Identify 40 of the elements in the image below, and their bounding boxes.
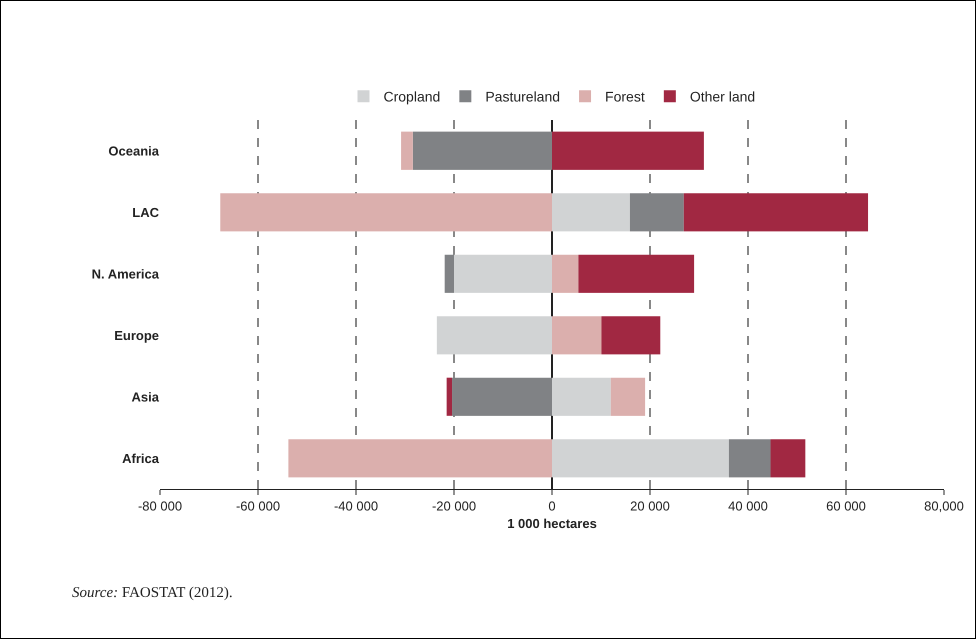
x-tick-label: -40 000 (334, 498, 378, 514)
x-tick-label: 40 000 (728, 498, 768, 514)
x-tick-label: -80 000 (138, 498, 182, 514)
bar (728, 439, 771, 478)
bar (412, 132, 552, 170)
y-tick-label: Europe (114, 328, 159, 343)
source-note: Source: FAOSTAT (2012). (72, 585, 233, 601)
y-tick-label: N. America (92, 266, 160, 282)
bar (552, 378, 611, 416)
bar (552, 316, 602, 354)
bar (770, 439, 806, 478)
x-tick-label: 60 000 (826, 498, 866, 514)
x-tick-label: 0 (548, 498, 556, 514)
bar (601, 316, 660, 354)
x-tick-label: -60 000 (236, 498, 280, 514)
x-tick-label: 20 000 (630, 498, 670, 514)
y-tick-label: Asia (132, 389, 160, 404)
bar (552, 439, 729, 478)
bar (610, 378, 646, 416)
bar (220, 193, 552, 232)
bar (454, 254, 552, 293)
bar (401, 132, 413, 170)
x-axis-title: 1 000 hectares (507, 516, 597, 532)
legend-label: Pastureland (485, 88, 560, 105)
bar (288, 439, 552, 478)
x-tick-label: 80,000 (924, 498, 964, 514)
legend-label: Forest (605, 88, 645, 105)
bar (552, 254, 578, 293)
x-tick-label: -20 000 (432, 498, 476, 514)
bar (436, 316, 552, 354)
bar (552, 193, 630, 232)
bar (578, 254, 694, 293)
bar (552, 132, 704, 170)
legend-label: Other land (690, 88, 756, 105)
y-tick-label: Africa (122, 450, 160, 466)
y-tick-label: Oceania (108, 143, 160, 158)
y-tick-label: LAC (132, 204, 160, 220)
legend-label: Cropland (384, 88, 440, 105)
bar (446, 378, 452, 416)
bar (684, 193, 868, 232)
